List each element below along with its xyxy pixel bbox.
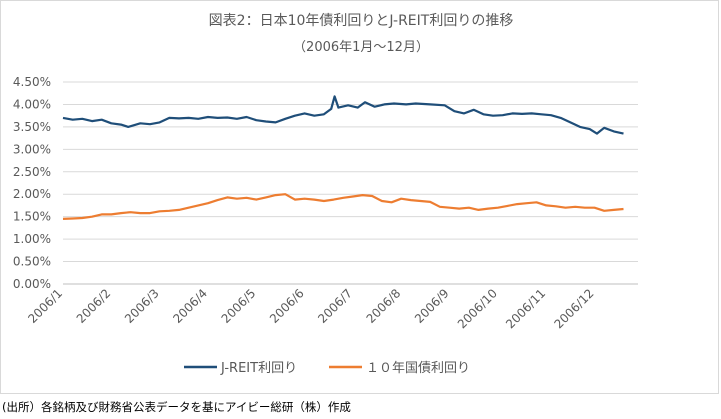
x-tick-label: 2006/4 [170,286,210,326]
x-tick-label: 2006/11 [503,286,548,331]
legend-label: １０年国債利回り [366,361,470,376]
y-axis-tick-labels: 4.50% 4.00% 3.50% 3.00% 2.50% 2.00% 1.50% 1.00%… [13,75,51,291]
chart-title: 図表2：日本10年債利回りとJ-REIT利回りの推移 [209,13,514,29]
x-tick-label: 2006/1 [25,286,65,326]
x-tick-label: 2006/2 [74,286,114,326]
x-tick-label: 2006/7 [315,286,355,326]
y-tick-label: 1.00% [13,232,51,246]
x-axis-tick-labels: 2006/1 2006/2 2006/3 2006/4 2006/5 2006/6 2006… [25,286,596,331]
gridlines [63,81,638,285]
x-tick-label: 2006/6 [267,286,307,326]
y-tick-label: 1.50% [13,210,51,224]
jreit-series-line [62,95,624,135]
x-tick-label: 2006/9 [412,286,452,326]
x-tick-label: 2006/3 [122,286,162,326]
y-tick-label: 2.50% [13,165,51,179]
y-tick-label: 3.00% [13,142,51,156]
chart-subtitle: （2006年1月～12月） [293,40,429,55]
y-tick-label: 2.00% [13,187,51,201]
x-tick-label: 2006/10 [455,286,500,331]
legend-label: J-REIT利回り [220,361,297,376]
x-tick-label: 2006/12 [551,286,596,331]
jgb-series-line [62,193,624,220]
chart-svg: 図表2：日本10年債利回りとJ-REIT利回りの推移 （2006年1月～12月）… [13,13,638,376]
y-tick-label: 3.50% [13,120,51,134]
y-tick-label: 4.00% [13,97,51,111]
y-tick-label: 4.50% [13,75,51,89]
y-tick-label: 0.50% [13,255,51,269]
y-tick-label: 0.00% [13,277,51,291]
x-tick-label: 2006/8 [364,286,404,326]
source-note: (出所）各銘柄及び財務省公表データを基にアイビー総研（株）作成 [2,400,351,414]
series-lines [62,95,624,220]
chart-frame: 図表2：日本10年債利回りとJ-REIT利回りの推移 （2006年1月～12月）… [0,0,719,394]
legend: J-REIT利回り １０年国債利回り [184,361,470,376]
x-tick-label: 2006/5 [219,286,259,326]
